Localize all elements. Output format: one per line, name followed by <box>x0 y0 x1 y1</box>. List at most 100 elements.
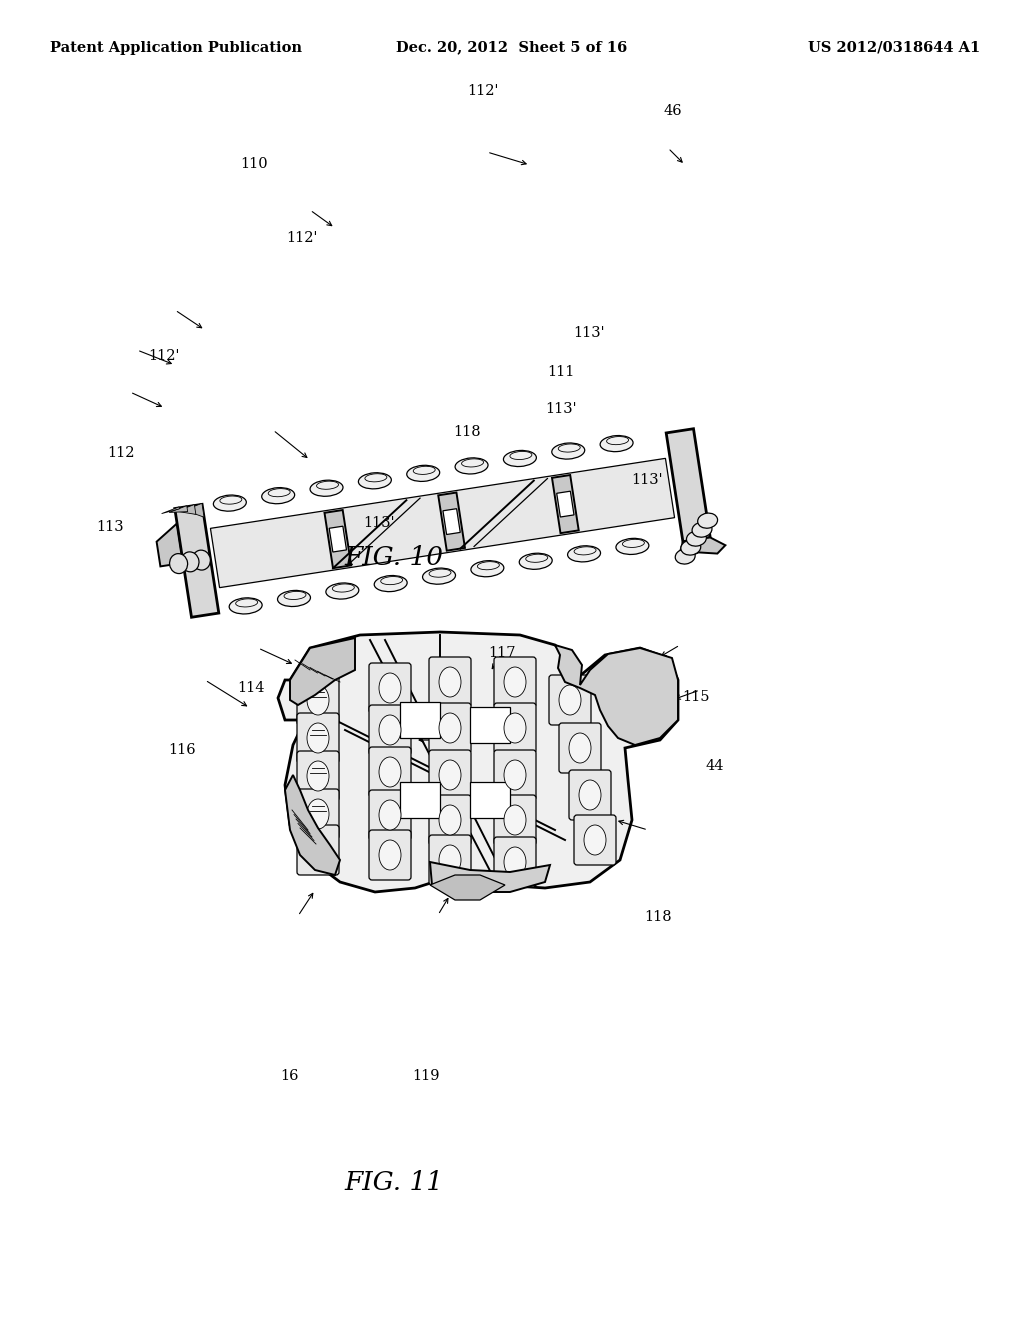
Ellipse shape <box>504 450 537 466</box>
FancyBboxPatch shape <box>494 795 536 845</box>
FancyBboxPatch shape <box>494 837 536 887</box>
Bar <box>400 781 440 818</box>
Ellipse shape <box>504 760 526 789</box>
FancyBboxPatch shape <box>297 713 339 763</box>
Text: 112': 112' <box>148 350 179 363</box>
Polygon shape <box>278 632 678 892</box>
Ellipse shape <box>439 713 461 743</box>
Polygon shape <box>177 504 196 515</box>
Ellipse shape <box>504 805 526 836</box>
Polygon shape <box>552 475 579 533</box>
Ellipse shape <box>423 568 456 585</box>
Ellipse shape <box>504 847 526 876</box>
Text: FIG. 10: FIG. 10 <box>345 545 443 569</box>
FancyBboxPatch shape <box>369 789 411 840</box>
FancyBboxPatch shape <box>369 705 411 755</box>
Ellipse shape <box>439 845 461 875</box>
FancyBboxPatch shape <box>549 675 591 725</box>
Text: 46: 46 <box>664 104 682 117</box>
Ellipse shape <box>439 805 461 836</box>
FancyBboxPatch shape <box>429 795 471 845</box>
Ellipse shape <box>584 825 606 855</box>
Ellipse shape <box>326 583 358 599</box>
FancyBboxPatch shape <box>569 770 611 820</box>
Ellipse shape <box>675 549 695 564</box>
Text: 114: 114 <box>238 681 264 694</box>
Polygon shape <box>680 537 725 556</box>
Ellipse shape <box>262 487 295 504</box>
Text: 112': 112' <box>287 231 317 244</box>
Text: 111: 111 <box>548 366 574 379</box>
Ellipse shape <box>439 760 461 789</box>
Ellipse shape <box>569 733 591 763</box>
FancyBboxPatch shape <box>369 830 411 880</box>
FancyBboxPatch shape <box>297 675 339 725</box>
Text: US 2012/0318644 A1: US 2012/0318644 A1 <box>808 41 980 54</box>
Polygon shape <box>430 862 550 892</box>
FancyBboxPatch shape <box>429 704 471 752</box>
Bar <box>470 781 510 818</box>
Ellipse shape <box>307 723 329 752</box>
Ellipse shape <box>193 550 210 570</box>
Ellipse shape <box>307 762 329 791</box>
FancyBboxPatch shape <box>369 747 411 797</box>
Polygon shape <box>438 492 465 550</box>
FancyBboxPatch shape <box>429 750 471 800</box>
FancyBboxPatch shape <box>494 704 536 752</box>
Ellipse shape <box>407 465 439 482</box>
Polygon shape <box>443 508 460 535</box>
Ellipse shape <box>439 667 461 697</box>
Ellipse shape <box>600 436 633 451</box>
Text: 16: 16 <box>281 1069 299 1082</box>
Ellipse shape <box>278 590 310 606</box>
Polygon shape <box>557 491 574 517</box>
Ellipse shape <box>307 799 329 829</box>
Ellipse shape <box>379 673 401 704</box>
Ellipse shape <box>686 531 707 546</box>
Polygon shape <box>169 506 187 512</box>
Polygon shape <box>290 638 355 705</box>
FancyBboxPatch shape <box>429 657 471 708</box>
Ellipse shape <box>697 513 718 528</box>
Polygon shape <box>325 510 351 568</box>
Ellipse shape <box>579 780 601 810</box>
Polygon shape <box>175 504 219 618</box>
FancyBboxPatch shape <box>574 814 616 865</box>
Ellipse shape <box>504 667 526 697</box>
Ellipse shape <box>213 495 247 511</box>
Text: 110: 110 <box>241 157 267 170</box>
Polygon shape <box>184 503 204 517</box>
Ellipse shape <box>229 598 262 614</box>
Ellipse shape <box>307 836 329 865</box>
Ellipse shape <box>504 713 526 743</box>
Ellipse shape <box>615 539 649 554</box>
Ellipse shape <box>567 545 600 562</box>
Ellipse shape <box>307 685 329 715</box>
FancyBboxPatch shape <box>494 750 536 800</box>
Text: 113: 113 <box>96 520 123 533</box>
FancyBboxPatch shape <box>297 751 339 801</box>
Ellipse shape <box>692 521 712 537</box>
FancyBboxPatch shape <box>559 723 601 774</box>
Text: 118: 118 <box>454 425 480 438</box>
Text: 44: 44 <box>706 759 724 772</box>
Ellipse shape <box>379 800 401 830</box>
Bar <box>400 702 440 738</box>
Text: FIG. 11: FIG. 11 <box>345 1171 443 1195</box>
Ellipse shape <box>471 561 504 577</box>
Text: 119: 119 <box>413 1069 439 1082</box>
Polygon shape <box>157 519 205 566</box>
Text: 117: 117 <box>488 647 515 660</box>
Ellipse shape <box>374 576 408 591</box>
FancyBboxPatch shape <box>297 825 339 875</box>
Text: 118: 118 <box>645 911 672 924</box>
Polygon shape <box>555 645 678 744</box>
Ellipse shape <box>379 756 401 787</box>
Text: 113': 113' <box>546 403 577 416</box>
Ellipse shape <box>170 553 187 574</box>
FancyBboxPatch shape <box>369 663 411 713</box>
FancyBboxPatch shape <box>429 836 471 884</box>
Text: 113': 113' <box>364 516 394 529</box>
Text: 112': 112' <box>468 84 499 98</box>
Ellipse shape <box>681 540 700 556</box>
